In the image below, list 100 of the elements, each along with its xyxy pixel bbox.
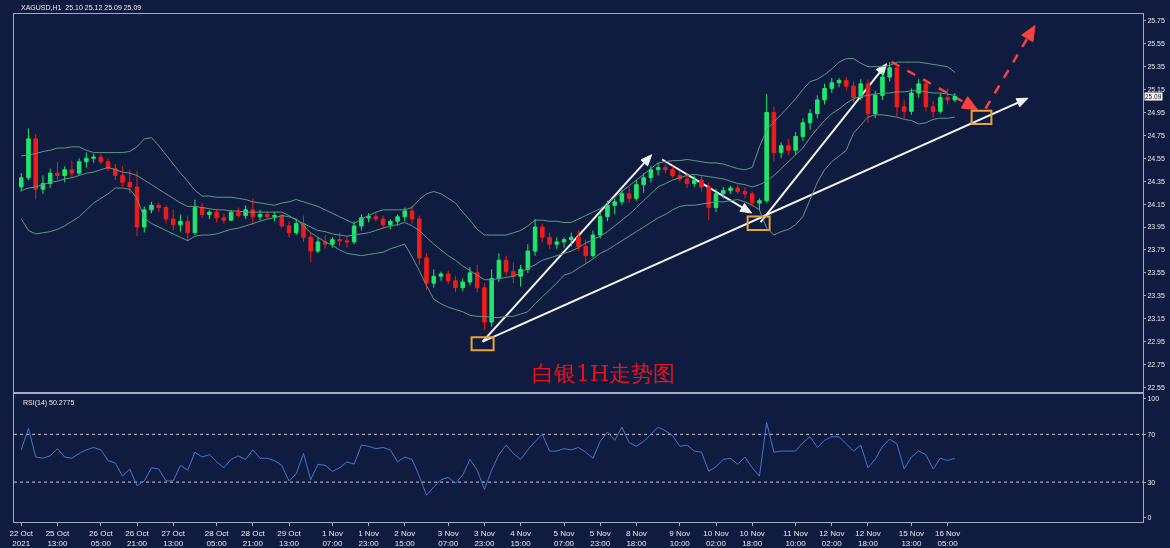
candlestick: [597, 211, 603, 239]
candlestick: [655, 162, 661, 176]
candlestick: [322, 234, 328, 250]
line-series: [20, 58, 956, 236]
candlestick: [453, 275, 458, 293]
x-tick-label: 26 Oct 21:00: [125, 528, 150, 548]
candlestick: [887, 61, 892, 83]
x-tick-label: 25 Oct 13:00: [45, 528, 70, 548]
candlestick: [18, 172, 24, 193]
candlestick: [764, 93, 769, 204]
candlestick: [315, 236, 321, 254]
candlestick: [771, 106, 777, 163]
candlestick: [98, 153, 104, 165]
candlestick: [62, 165, 67, 183]
candlestick: [409, 204, 415, 225]
candlestick: [720, 186, 726, 199]
candlestick: [778, 141, 784, 159]
candlestick: [445, 270, 451, 285]
candlestick: [431, 268, 437, 289]
candlestick: [156, 202, 162, 213]
candlestick: [438, 271, 444, 282]
x-tick-label: 3 Nov 07:00: [437, 528, 459, 548]
candlestick: [228, 209, 234, 222]
x-tick-label: 10 Nov 18:00: [739, 528, 765, 548]
candlestick: [540, 223, 545, 243]
candlestick: [749, 191, 755, 207]
candlestick: [525, 243, 531, 274]
candlestick: [757, 197, 762, 211]
candlestick: [858, 78, 864, 101]
candlestick: [337, 232, 342, 247]
candlestick: [134, 170, 140, 237]
candlestick: [91, 153, 96, 164]
candlestick: [605, 200, 610, 222]
candlestick: [786, 138, 791, 156]
candlestick: [424, 252, 429, 291]
candlestick: [496, 252, 502, 283]
x-tick-label: 5 Nov 07:00: [553, 528, 575, 548]
candlestick: [590, 229, 596, 259]
candlestick: [402, 207, 408, 222]
candlestick: [634, 179, 639, 202]
candlestick: [417, 215, 422, 266]
x-tick-label: 22 Oct 2021: [9, 528, 34, 548]
candlestick: [641, 172, 646, 194]
candlestick: [865, 78, 871, 124]
candlestick: [207, 209, 212, 220]
candlestick: [460, 278, 465, 292]
candlestick: [359, 213, 364, 231]
candlestick: [214, 208, 219, 223]
candlestick: [76, 157, 82, 176]
candlestick: [474, 264, 480, 293]
candlestick: [692, 174, 697, 188]
candlestick: [706, 181, 712, 221]
candlestick: [626, 186, 632, 204]
candlestick: [554, 236, 560, 250]
x-tick-label: 1 Nov 07:00: [321, 528, 343, 548]
candlestick: [547, 232, 552, 250]
candlestick: [901, 99, 907, 119]
candlestick: [670, 165, 675, 179]
candlestick: [844, 76, 849, 92]
x-tick-label: 29 Oct 13:00: [277, 528, 302, 548]
candlestick: [684, 172, 690, 189]
candlestick: [619, 189, 625, 206]
x-tick-label: 16 Nov 05:00: [934, 528, 961, 548]
x-tick-label: 11 Nov 10:00: [783, 528, 808, 548]
candlestick: [880, 71, 885, 101]
candlestick: [69, 160, 75, 179]
candlestick: [293, 218, 299, 236]
candlestick: [149, 201, 154, 214]
candlestick: [648, 165, 654, 183]
candlestick: [793, 131, 798, 156]
candlestick: [84, 152, 89, 168]
x-tick-label: 27 Oct 13:00: [161, 528, 186, 548]
candlestick: [380, 215, 386, 229]
candlestick: [612, 197, 617, 215]
candlestick: [489, 268, 494, 328]
x-tick-label: 12 Nov 18:00: [855, 528, 881, 548]
candlestick: [192, 199, 198, 236]
candlestick: [735, 184, 740, 195]
candlestick: [308, 232, 313, 264]
candlestick: [185, 215, 190, 242]
candlestick: [330, 236, 335, 249]
candlestick: [800, 117, 806, 142]
x-tick-label: 12 Nov 02:00: [819, 528, 845, 548]
x-tick-label: 1 Nov 23:00: [358, 528, 380, 548]
candlestick: [163, 204, 169, 225]
x-tick-label: 8 Nov 18:00: [625, 528, 647, 548]
candlestick: [467, 266, 473, 286]
candlestick: [170, 209, 176, 231]
candlestick: [33, 133, 38, 201]
candlestick: [511, 262, 516, 284]
annotation: 白银1H走势图: [532, 361, 676, 386]
x-tick-label: 10 Nov 02:00: [703, 528, 729, 548]
candlestick: [236, 207, 241, 219]
candlestick: [366, 212, 371, 223]
candlestick: [373, 211, 379, 222]
candlestick: [532, 218, 538, 257]
candlestick: [728, 185, 733, 195]
x-tick-label: 15 Nov 13:00: [898, 528, 925, 548]
candlestick: [351, 220, 357, 245]
candlestick: [952, 92, 958, 103]
